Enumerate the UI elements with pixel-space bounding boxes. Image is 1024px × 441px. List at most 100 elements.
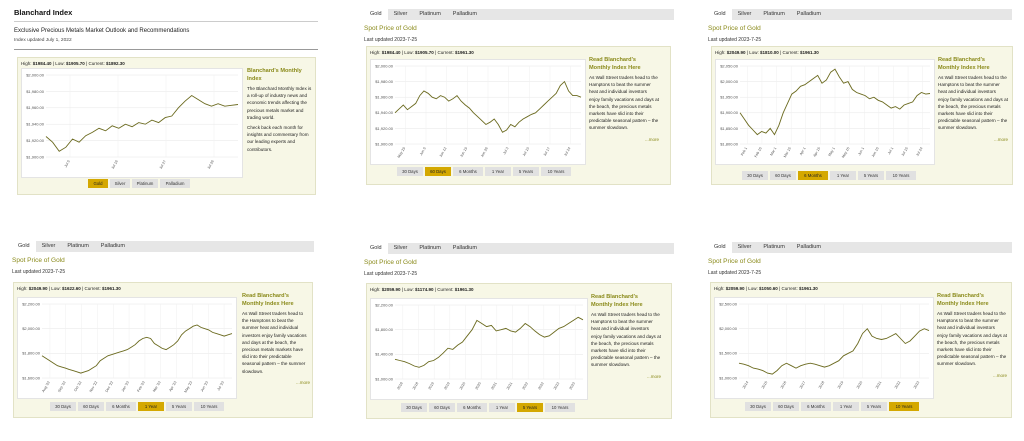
10-years-button[interactable]: 10 Years [541, 167, 571, 176]
monthly-index-heading: Blanchard's Monthly Index [247, 68, 302, 82]
metal-tabs: Gold Silver Platinum Palladium [708, 242, 1012, 253]
y-tick-label: $1,960.00 [26, 105, 45, 110]
tab-silver[interactable]: Silver [393, 11, 408, 17]
30-days-button[interactable]: 30 Days [50, 402, 76, 411]
more-link[interactable]: ...more [644, 136, 659, 142]
x-tick-label: Jun 26 [480, 147, 489, 158]
60-days-button[interactable]: 60 Days [429, 403, 455, 412]
tab-palladium[interactable]: Palladium [796, 244, 821, 250]
5-years-button[interactable]: 5 Years [513, 167, 539, 176]
x-tick-label: May '23 [184, 381, 194, 394]
range-button-row: 30 Days 60 Days 6 Months 1 Year 5 Years 10 Ye… [401, 403, 575, 412]
5-years-button[interactable]: 5 Years [858, 171, 884, 180]
tab-gold[interactable]: Gold [708, 9, 732, 20]
palladium-button[interactable]: Palladium [160, 179, 190, 188]
x-tick-label: 2022 [522, 382, 529, 391]
y-tick-label: $1,920.00 [26, 138, 45, 143]
6-months-button[interactable]: 6 Months [106, 402, 136, 411]
monthly-index-sidebar: Read Blanchard's Monthly Index Here As W… [589, 56, 659, 143]
range-button-row: 30 Days 60 Days 6 Months 1 Year 5 Years 10 Ye… [745, 402, 919, 411]
1-year-button[interactable]: 1 Year [485, 167, 511, 176]
6-months-button[interactable]: 6 Months [457, 403, 487, 412]
tab-gold[interactable]: Gold [364, 9, 388, 20]
tab-silver[interactable]: Silver [737, 244, 752, 250]
more-link[interactable]: ...more [646, 373, 661, 379]
6-months-button[interactable]: 6 Months [801, 402, 831, 411]
monthly-index-heading[interactable]: Read Blanchard's Monthly Index Here [938, 57, 990, 71]
10-years-button[interactable]: 10 Years [886, 171, 916, 180]
30-days-button[interactable]: 30 Days [745, 402, 771, 411]
monthly-index-heading[interactable]: Read Blanchard's Monthly Index Here [591, 294, 643, 308]
60-days-button[interactable]: 60 Days [425, 167, 451, 176]
60-days-button[interactable]: 60 Days [770, 171, 796, 180]
y-tick-label: $1,800.00 [375, 327, 394, 332]
monthly-index-heading[interactable]: Read Blanchard's Monthly Index Here [242, 293, 294, 307]
tab-platinum[interactable]: Platinum [419, 245, 441, 251]
30-days-button[interactable]: 30 Days [742, 171, 768, 180]
x-tick-label: Jun 19 [459, 147, 468, 158]
silver-button[interactable]: Silver [110, 179, 130, 188]
tab-silver[interactable]: Silver [393, 245, 408, 251]
monthly-index-sidebar: Read Blanchard's Monthly Index Here As W… [242, 292, 310, 386]
tab-gold[interactable]: Gold [364, 243, 388, 254]
y-tick-label: $1,940.00 [26, 122, 45, 127]
5-years-button[interactable]: 5 Years [861, 402, 887, 411]
1-year-button[interactable]: 1 Year [833, 402, 859, 411]
last-updated: Last updated 2023-7-25 [364, 271, 418, 277]
monthly-index-text: As Wall Street traders head to the Hampt… [589, 75, 659, 131]
tab-palladium[interactable]: Palladium [452, 11, 477, 17]
chart-box: High: $2049.90 | Low: $1810.00 | Current… [711, 46, 1013, 185]
platinum-button[interactable]: Platinum [132, 179, 158, 188]
tab-palladium[interactable]: Palladium [100, 243, 125, 249]
tab-silver[interactable]: Silver [41, 243, 56, 249]
60-days-button[interactable]: 60 Days [773, 402, 799, 411]
tab-platinum[interactable]: Platinum [419, 11, 441, 17]
price-chart: $2,200.00 $1,800.00 $1,400.00 $1,000.00 2018… [370, 298, 588, 400]
10-years-button[interactable]: 10 Years [194, 402, 224, 411]
y-tick-label: $1,600.00 [22, 375, 41, 380]
6-months-button[interactable]: 6 Months [453, 167, 483, 176]
spot-price-title: Spot Price of Gold [708, 258, 761, 265]
1-year-button[interactable]: 1 Year [138, 402, 164, 411]
monthly-index-sidebar: Read Blanchard's Monthly Index Here As W… [937, 292, 1007, 379]
monthly-index-heading[interactable]: Read Blanchard's Monthly Index Here [937, 293, 989, 307]
more-link[interactable]: ...more [295, 379, 310, 385]
60-days-button[interactable]: 60 Days [78, 402, 104, 411]
range-button-row: 30 Days 60 Days 6 Months 1 Year 5 Years 10 Ye… [397, 167, 571, 176]
10-years-button[interactable]: 10 Years [889, 402, 919, 411]
range-button-row: 30 Days 60 Days 6 Months 1 Year 5 Years 10 Ye… [742, 171, 916, 180]
gold-button[interactable]: Gold [88, 179, 108, 188]
more-link[interactable]: ...more [993, 136, 1008, 142]
5-years-button[interactable]: 5 Years [166, 402, 192, 411]
tab-gold[interactable]: Gold [708, 242, 732, 253]
price-chart-svg: $2,200.00$1,800.00$1,400.00$1,000.002018… [375, 302, 584, 391]
tab-palladium[interactable]: Palladium [452, 245, 477, 251]
tab-gold[interactable]: Gold [12, 241, 36, 252]
tab-palladium[interactable]: Palladium [796, 11, 821, 17]
6-months-button[interactable]: 6 Months [798, 171, 828, 180]
tab-platinum[interactable]: Platinum [763, 244, 785, 250]
chart-box: High: $2049.90 | Low: $1622.60 | Current… [13, 282, 313, 418]
10-years-button[interactable]: 10 Years [545, 403, 575, 412]
30-days-button[interactable]: 30 Days [401, 403, 427, 412]
tab-silver[interactable]: Silver [737, 11, 752, 17]
x-tick-label: Sep '22 [57, 381, 67, 393]
5-years-button[interactable]: 5 Years [517, 403, 543, 412]
more-link[interactable]: ...more [992, 372, 1007, 378]
x-tick-label: 2023 [553, 382, 560, 391]
1-year-button[interactable]: 1 Year [489, 403, 515, 412]
monthly-index-heading[interactable]: Read Blanchard's Monthly Index Here [589, 57, 641, 71]
tab-platinum[interactable]: Platinum [763, 11, 785, 17]
x-tick-label: 2018 [818, 381, 825, 390]
spot-price-title: Spot Price of Gold [364, 25, 417, 32]
divider [14, 49, 318, 50]
chart-box: High: $1984.40 | Low: $1905.70 | Current… [366, 46, 671, 185]
price-line [739, 68, 931, 136]
x-tick-label: Jul 5 [64, 160, 71, 169]
30-days-button[interactable]: 30 Days [397, 167, 423, 176]
price-line [394, 80, 582, 133]
monthly-index-sidebar: Read Blanchard's Monthly Index Here As W… [938, 56, 1008, 143]
tab-platinum[interactable]: Platinum [67, 243, 89, 249]
x-tick-label: Jul 24 [915, 147, 923, 157]
1-year-button[interactable]: 1 Year [830, 171, 856, 180]
